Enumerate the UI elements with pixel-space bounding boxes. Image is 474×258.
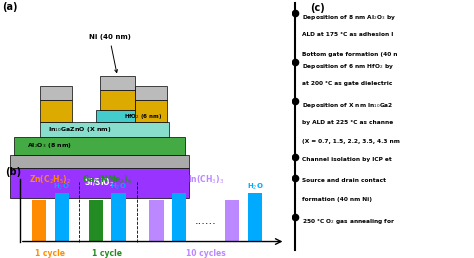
Polygon shape (10, 168, 189, 198)
Text: In$_{10}$GaZnO (X nm): In$_{10}$GaZnO (X nm) (48, 125, 111, 134)
Text: Ni (40 nm): Ni (40 nm) (89, 34, 130, 72)
Bar (89, 200, 103, 241)
Text: (b): (b) (5, 166, 21, 176)
Text: Source and drain contact: Source and drain contact (301, 178, 385, 183)
Text: HfO$_2$ (6 nm): HfO$_2$ (6 nm) (124, 112, 163, 121)
Bar (225, 200, 239, 241)
Text: ALD at 175 °C as adhesion l: ALD at 175 °C as adhesion l (301, 32, 393, 37)
Text: Deposition of 8 nm Al$_2$O$_3$ by: Deposition of 8 nm Al$_2$O$_3$ by (301, 13, 395, 22)
Bar (248, 193, 262, 241)
Text: by ALD at 225 °C as channe: by ALD at 225 °C as channe (301, 120, 393, 125)
Bar (111, 193, 126, 241)
Text: (X = 0.7, 1.5, 2.2, 3.5, 4.3 nm: (X = 0.7, 1.5, 2.2, 3.5, 4.3 nm (301, 139, 400, 144)
Text: (a): (a) (2, 2, 18, 12)
Text: 250 °C O$_2$ gas annealing for: 250 °C O$_2$ gas annealing for (301, 217, 395, 226)
Text: H$_2$O: H$_2$O (110, 181, 127, 191)
Bar (100, 76, 136, 90)
Text: ......: ...... (195, 216, 217, 226)
Text: Channel isolation by ICP et: Channel isolation by ICP et (301, 157, 392, 162)
Bar (136, 86, 167, 100)
Bar (136, 100, 167, 122)
Text: Bottom gate formation (40 n: Bottom gate formation (40 n (301, 52, 397, 57)
Text: 1 cycle: 1 cycle (35, 249, 65, 258)
Polygon shape (40, 122, 169, 137)
Text: In(CH$_3$)$_3$: In(CH$_3$)$_3$ (188, 173, 224, 186)
Text: 1 cycle: 1 cycle (92, 249, 122, 258)
Text: Deposition of X nm In$_{10}$Ga2: Deposition of X nm In$_{10}$Ga2 (301, 101, 393, 110)
Polygon shape (14, 137, 185, 155)
Text: Ga$_2$(NMe$_2$)$_6$: Ga$_2$(NMe$_2$)$_6$ (82, 173, 132, 186)
Text: Zn(C$_2$H$_5$)$_2$: Zn(C$_2$H$_5$)$_2$ (29, 173, 72, 186)
Text: H$_2$O: H$_2$O (246, 181, 264, 191)
Bar (40, 86, 72, 100)
Bar (172, 193, 186, 241)
Text: Deposition of 6 nm HfO$_2$ by: Deposition of 6 nm HfO$_2$ by (301, 62, 393, 71)
Text: (c): (c) (310, 3, 325, 13)
Text: 10 cycles: 10 cycles (186, 249, 226, 258)
Text: at 200 °C as gate dielectric: at 200 °C as gate dielectric (301, 81, 392, 86)
Text: Si/SiO$_2$: Si/SiO$_2$ (84, 177, 115, 189)
Polygon shape (96, 110, 159, 122)
Text: H$_2$O: H$_2$O (53, 181, 70, 191)
Bar (100, 90, 136, 110)
Bar (55, 193, 69, 241)
Bar (40, 100, 72, 122)
Text: Al$_2$O$_3$ (8 nm): Al$_2$O$_3$ (8 nm) (27, 141, 73, 150)
Bar (149, 200, 164, 241)
Bar (32, 200, 46, 241)
Text: formation (40 nm Ni): formation (40 nm Ni) (301, 197, 372, 202)
Polygon shape (10, 155, 189, 168)
